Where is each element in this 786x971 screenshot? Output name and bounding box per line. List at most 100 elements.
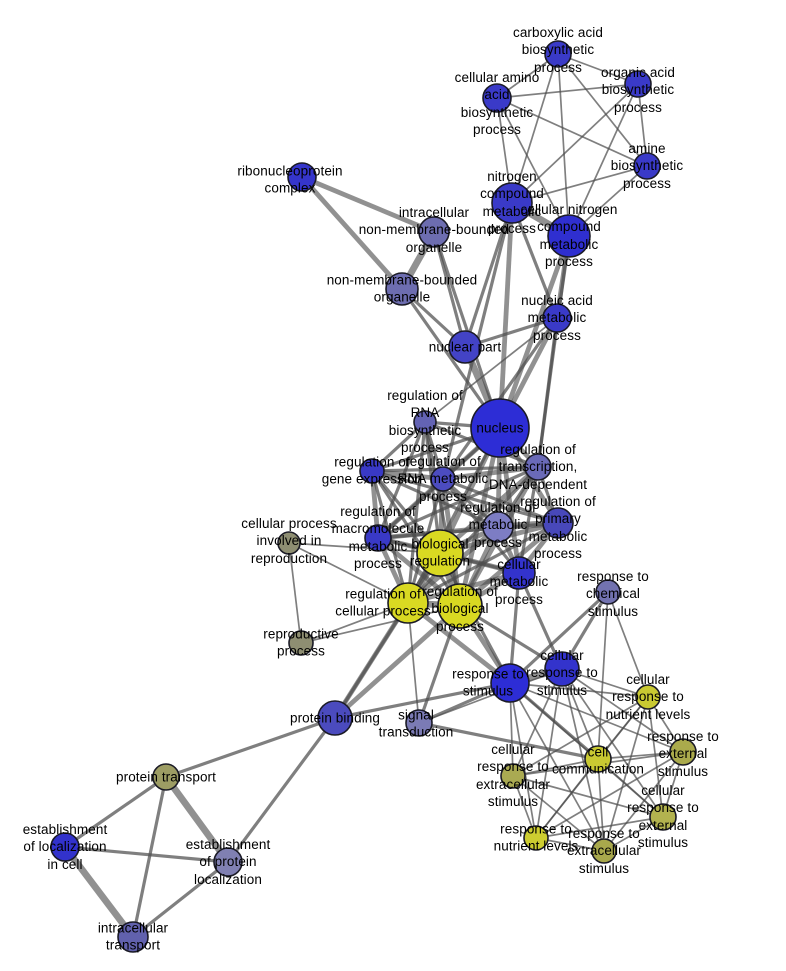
node-response-to-chemical-stimulus[interactable]	[595, 579, 621, 605]
edge-regulation-of-gene-expression--regulation-of-metabolic-process	[371, 469, 499, 529]
edge-protein-binding--regulation-of-biological-process	[333, 604, 462, 720]
edge-cellular-process-involved-in-reproduction--reproductive-process	[288, 542, 302, 644]
edge-regulation-of-rna-metabolic-process--regulation-of-primary-metabolic-process	[442, 477, 559, 525]
edge-nucleic-acid-metabolic-process--regulation-of-transcription-dna-dependent	[536, 317, 559, 468]
edge-cell-communication--cellular-response-to-external-stimulus	[597, 758, 664, 818]
edge-carboxylic-acid-biosynthetic-process--cellular-nitrogen-compound-metabolic-process	[557, 53, 570, 237]
node-response-to-nutrient-levels[interactable]	[523, 825, 549, 851]
edge-signal-transduction--cell-communication	[418, 721, 599, 761]
node-cell-communication[interactable]	[584, 745, 612, 773]
node-regulation-of-biological-process[interactable]	[437, 583, 483, 629]
node-non-membrane-bounded-organelle[interactable]	[385, 272, 419, 306]
node-biological-regulation[interactable]	[416, 529, 464, 577]
edge-organic-acid-biosynthetic-process--cellular-nitrogen-compound-metabolic-process	[568, 83, 639, 237]
node-nuclear-part[interactable]	[448, 330, 482, 364]
node-signal-transduction[interactable]	[405, 709, 433, 737]
node-amine-biosynthetic-process[interactable]	[633, 152, 661, 180]
node-establishment-of-localization-in-cell[interactable]	[50, 832, 80, 862]
node-intracellular-non-membrane-bounded-organelle[interactable]	[418, 216, 450, 248]
edge-cellular-response-to-stimulus--response-to-extracellular-stimulus	[561, 668, 605, 852]
node-cellular-metabolic-process[interactable]	[502, 556, 536, 590]
edge-cellular-response-to-nutrient-levels--cellular-response-to-external-stimulus	[647, 696, 664, 818]
node-nucleus[interactable]	[470, 398, 530, 458]
edge-regulation-of-transcription-dna-dependent--regulation-of-rna-metabolic-process	[442, 464, 539, 482]
node-nucleic-acid-metabolic-process[interactable]	[542, 303, 572, 333]
edge-response-to-external-stimulus--response-to-nutrient-levels	[535, 751, 684, 839]
node-intracellular-transport[interactable]	[117, 921, 149, 953]
edge-regulation-of-transcription-dna-dependent--regulation-of-macromolecule-metabolic-process	[377, 465, 539, 540]
edge-ribonucleoprotein-complex--non-membrane-bounded-organelle	[300, 175, 404, 291]
edge-response-to-chemical-stimulus--cell-communication	[597, 591, 609, 760]
edge-cellular-response-to-stimulus--response-to-nutrient-levels	[535, 668, 563, 839]
edge-response-to-external-stimulus--response-to-extracellular-stimulus	[603, 751, 684, 852]
edge-protein-binding--protein-transport	[165, 716, 336, 779]
edge-response-to-stimulus--response-to-nutrient-levels	[509, 682, 537, 839]
edge-cell-communication--response-to-nutrient-levels	[535, 758, 599, 839]
edge-amine-biosynthetic-process--nitrogen-compound-metabolic-process	[511, 165, 648, 204]
node-reproductive-process[interactable]	[288, 630, 314, 656]
edge-cellular-response-to-extracellular-stimulus--cellular-response-to-external-stimulus	[512, 775, 664, 818]
node-cellular-response-to-external-stimulus[interactable]	[649, 803, 677, 831]
edge-regulation-of-transcription-dna-dependent--regulation-of-gene-expression	[371, 465, 539, 473]
node-cellular-response-to-stimulus[interactable]	[544, 651, 580, 687]
edge-cellular-amino-acid-biosynthetic-process--amine-biosynthetic-process	[496, 97, 648, 167]
node-regulation-of-cellular-process[interactable]	[387, 582, 429, 624]
node-cellular-process-involved-in-reproduction[interactable]	[277, 531, 301, 555]
edge-response-to-chemical-stimulus--cellular-response-to-nutrient-levels	[607, 591, 649, 698]
edge-response-to-chemical-stimulus--response-to-stimulus	[508, 590, 610, 685]
edge-cell-communication--cellular-response-to-extracellular-stimulus	[512, 758, 599, 777]
node-regulation-of-primary-metabolic-process[interactable]	[542, 507, 574, 539]
edge-cellular-response-to-stimulus--cellular-response-to-extracellular-stimulus	[512, 668, 563, 777]
edge-cellular-response-to-nutrient-levels--cellular-response-to-extracellular-stimulus	[512, 696, 649, 777]
node-cellular-response-to-extracellular-stimulus[interactable]	[500, 763, 526, 789]
node-response-to-stimulus[interactable]	[490, 663, 530, 703]
edge-nitrogen-compound-metabolic-process--nucleus	[497, 202, 515, 429]
node-cellular-response-to-nutrient-levels[interactable]	[635, 684, 661, 710]
node-establishment-of-protein-localization[interactable]	[213, 847, 243, 877]
edge-establishment-of-protein-localization--intracellular-transport	[132, 860, 229, 939]
node-nitrogen-compound-metabolic-process[interactable]	[491, 182, 533, 224]
edge-cellular-response-to-external-stimulus--response-to-nutrient-levels	[535, 816, 664, 839]
edge-cellular-response-to-nutrient-levels--response-to-extracellular-stimulus	[603, 696, 649, 852]
node-cellular-amino-acid-biosynthetic-process[interactable]	[482, 83, 512, 113]
edge-cellular-amino-acid-biosynthetic-process--cellular-nitrogen-compound-metabolic-process	[496, 97, 570, 237]
node-carboxylic-acid-biosynthetic-process[interactable]	[544, 40, 572, 68]
node-ribonucleoprotein-complex[interactable]	[287, 162, 317, 192]
edge-cellular-response-to-extracellular-stimulus--response-to-extracellular-stimulus	[512, 775, 605, 852]
edge-protein-binding--biological-regulation	[333, 552, 442, 719]
edge-cellular-nitrogen-compound-metabolic-process--nucleus	[497, 235, 572, 429]
edge-cellular-process-involved-in-reproduction--biological-regulation	[288, 542, 441, 554]
node-regulation-of-gene-expression[interactable]	[359, 458, 385, 484]
node-regulation-of-rna-metabolic-process[interactable]	[430, 466, 456, 492]
edge-signal-transduction--cellular-response-to-stimulus	[418, 668, 563, 724]
edge-regulation-of-cellular-process--response-to-stimulus	[406, 601, 512, 685]
edge-ribonucleoprotein-complex--intracellular-non-membrane-bounded-organelle	[301, 174, 435, 235]
edge-regulation-of-rna-biosynthetic-process--regulation-of-cellular-process	[406, 421, 427, 604]
node-organic-acid-biosynthetic-process[interactable]	[624, 70, 652, 98]
node-response-to-extracellular-stimulus[interactable]	[591, 838, 617, 864]
node-protein-binding[interactable]	[317, 700, 353, 736]
edge-response-to-stimulus--cellular-response-to-nutrient-levels	[509, 682, 649, 698]
edge-protein-transport--establishment-of-localization-in-cell	[64, 775, 167, 849]
edge-nitrogen-compound-metabolic-process--nuclear-part	[463, 202, 514, 348]
node-protein-transport[interactable]	[152, 763, 180, 791]
edge-reproductive-process--regulation-of-biological-process	[300, 605, 461, 644]
edge-cellular-amino-acid-biosynthetic-process--organic-acid-biosynthetic-process	[496, 83, 639, 99]
edge-regulation-of-gene-expression--regulation-of-primary-metabolic-process	[371, 469, 559, 525]
node-response-to-external-stimulus[interactable]	[669, 738, 697, 766]
node-regulation-of-rna-biosynthetic-process[interactable]	[413, 410, 437, 434]
edge-carboxylic-acid-biosynthetic-process--nitrogen-compound-metabolic-process	[511, 53, 559, 204]
node-regulation-of-macromolecule-metabolic-process[interactable]	[364, 524, 392, 552]
edge-protein-transport--intracellular-transport	[131, 776, 168, 938]
edge-carboxylic-acid-biosynthetic-process--amine-biosynthetic-process	[557, 53, 648, 167]
node-cellular-nitrogen-compound-metabolic-process[interactable]	[547, 214, 591, 258]
edge-organic-acid-biosynthetic-process--nitrogen-compound-metabolic-process	[511, 83, 639, 204]
edge-cellular-response-to-stimulus--response-to-external-stimulus	[561, 668, 684, 753]
node-regulation-of-transcription-dna-dependent[interactable]	[524, 453, 552, 481]
edge-nucleic-acid-metabolic-process--regulation-of-rna-biosynthetic-process	[424, 317, 558, 423]
node-regulation-of-metabolic-process[interactable]	[482, 511, 514, 543]
edge-carboxylic-acid-biosynthetic-process--organic-acid-biosynthetic-process	[557, 53, 639, 85]
edge-cellular-process-involved-in-reproduction--regulation-of-cellular-process	[288, 542, 409, 604]
